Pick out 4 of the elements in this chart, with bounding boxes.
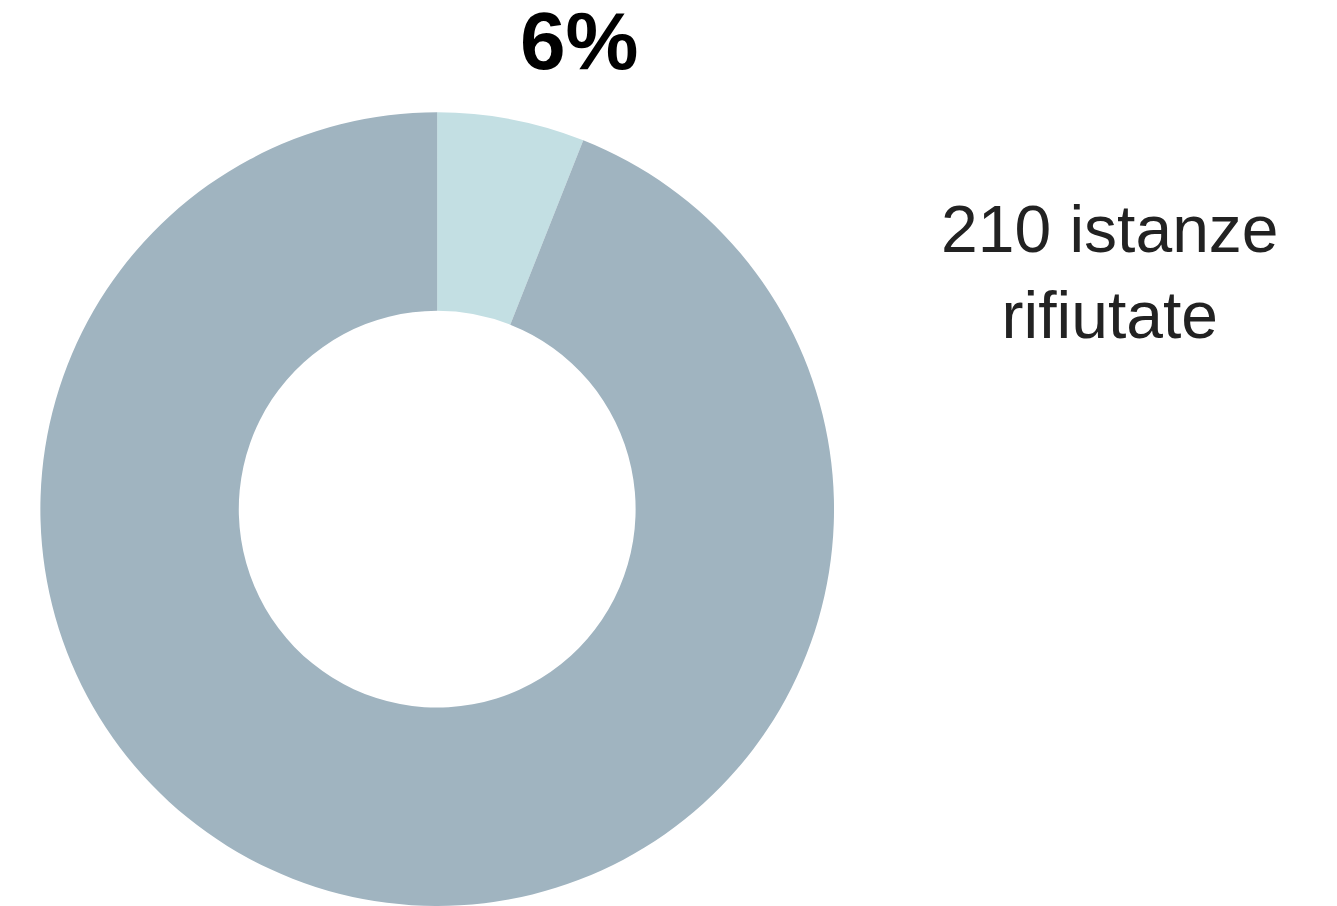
donut-slice [437, 112, 584, 325]
text: 210 istanze rifiutate [941, 192, 1279, 352]
donut-slice [40, 112, 834, 906]
data-label: 6% [520, 0, 639, 86]
